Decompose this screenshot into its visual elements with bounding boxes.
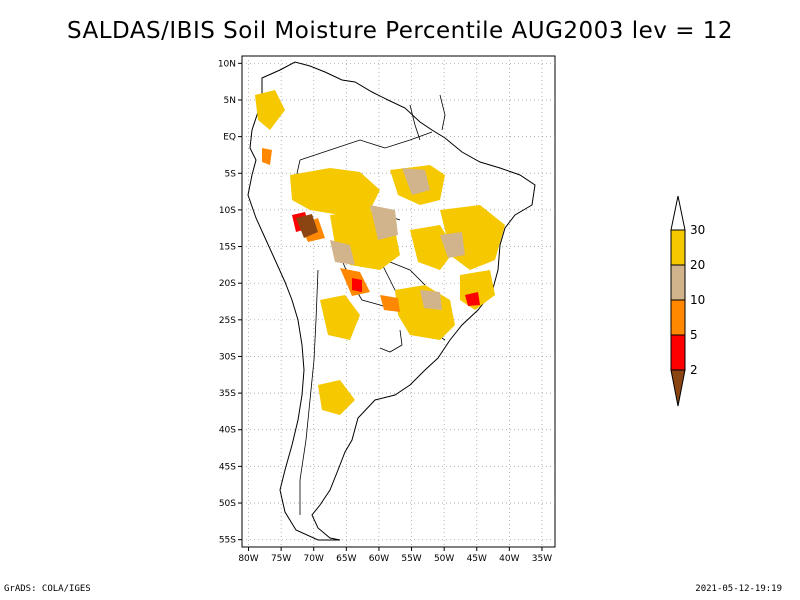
colorbar-bottom-arrow <box>670 369 686 407</box>
lat-tick-label: 30S <box>219 352 236 362</box>
lat-tick-label: 15S <box>219 243 236 253</box>
lon-tick-label: 50W <box>434 554 454 564</box>
lat-tick-label: 5N <box>224 96 236 106</box>
map-title: SALDAS/IBIS Soil Moisture Percentile AUG… <box>66 18 734 44</box>
lon-tick-label: 60W <box>369 554 389 564</box>
colorbar-label: 5 <box>690 328 698 342</box>
lat-tick-label: 45S <box>219 462 236 472</box>
colorbar-label: 20 <box>690 258 705 272</box>
lat-tick-label: 10N <box>218 59 236 69</box>
lat-tick-label: EQ <box>223 133 236 143</box>
lon-tick-label: 55W <box>401 554 421 564</box>
south-america-coastline <box>247 61 536 541</box>
colorbar-label: 10 <box>690 293 705 307</box>
lat-tick-label: 25S <box>219 316 236 326</box>
lon-tick-label: 75W <box>271 554 291 564</box>
colorbar-segment <box>670 299 686 336</box>
lon-tick-label: 40W <box>499 554 519 564</box>
grads-credit: GrADS: COLA/IGES <box>4 584 91 594</box>
lat-tick-label: 35S <box>219 389 236 399</box>
lat-tick-label: 55S <box>219 536 236 546</box>
map-panel: 10N 5N EQ 5S 10S 15S 20S 25S 30S 35S 40S 45S 50S 55S8… <box>218 55 556 564</box>
soil-moisture-shading <box>255 90 505 415</box>
colorbar-label: 30 <box>690 223 705 237</box>
lat-tick-label: 20S <box>219 279 236 289</box>
colorbar: 30 20 10 5 2 <box>670 195 705 407</box>
colorbar-segment <box>670 334 686 371</box>
lat-tick-label: 10S <box>219 206 236 216</box>
lon-tick-label: 70W <box>304 554 324 564</box>
colorbar-top-arrow <box>670 195 686 231</box>
lon-tick-label: 65W <box>336 554 356 564</box>
colorbar-segment <box>670 229 686 266</box>
colorbar-label: 2 <box>690 363 698 377</box>
lon-tick-label: 35W <box>532 554 552 564</box>
lon-tick-label: 80W <box>238 554 258 564</box>
lat-tick-label: 50S <box>219 499 236 509</box>
lat-tick-label: 40S <box>219 426 236 436</box>
timestamp: 2021-05-12-19:19 <box>695 584 782 594</box>
colorbar-segment <box>670 264 686 301</box>
lat-tick-label: 5S <box>225 169 237 179</box>
lon-tick-label: 45W <box>467 554 487 564</box>
